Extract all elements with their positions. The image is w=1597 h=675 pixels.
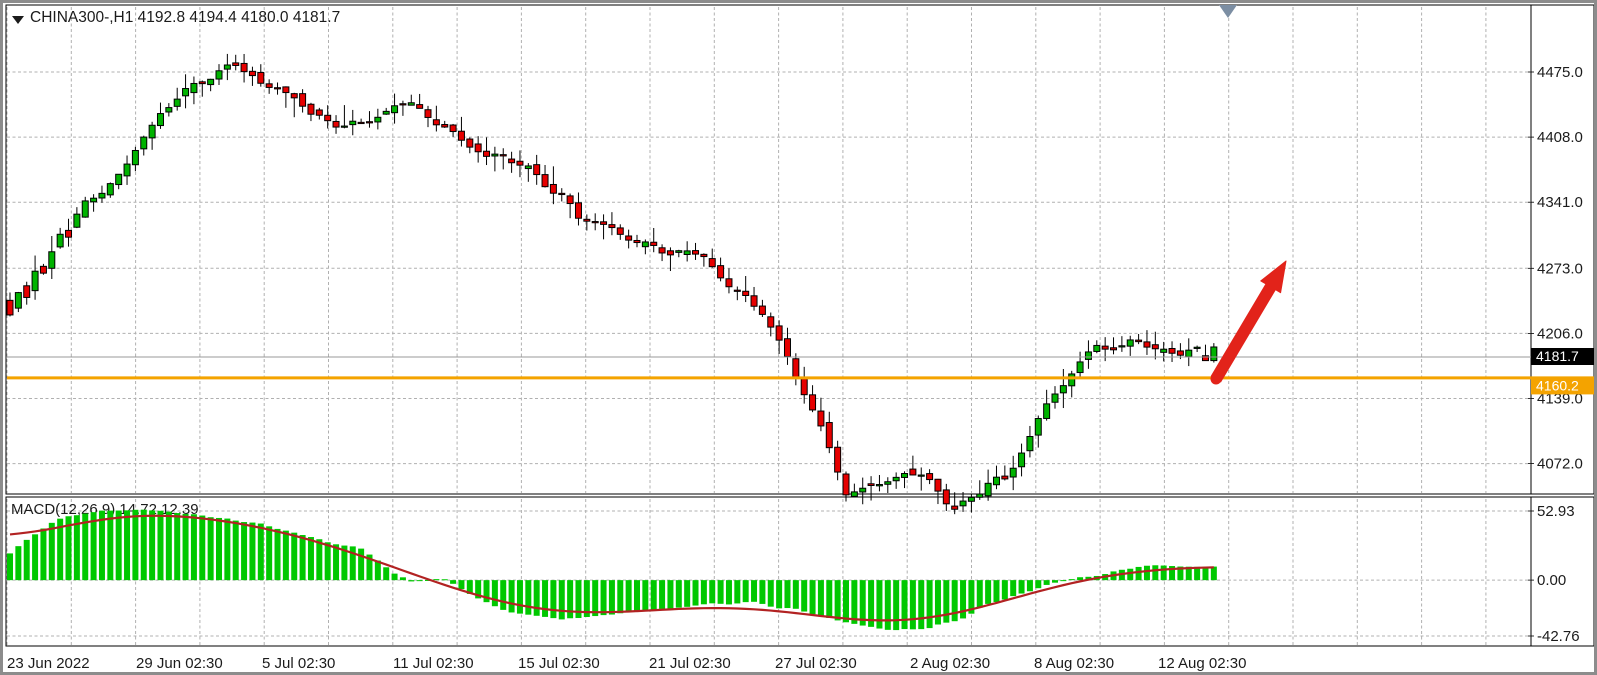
svg-text:8 Aug 02:30: 8 Aug 02:30 bbox=[1034, 655, 1114, 672]
svg-text:4181.7: 4181.7 bbox=[1536, 348, 1579, 364]
svg-text:2 Aug 02:30: 2 Aug 02:30 bbox=[910, 655, 990, 672]
svg-text:4341.0: 4341.0 bbox=[1537, 194, 1583, 211]
svg-text:5 Jul 02:30: 5 Jul 02:30 bbox=[262, 655, 335, 672]
svg-text:52.93: 52.93 bbox=[1537, 503, 1575, 520]
svg-text:4408.0: 4408.0 bbox=[1537, 129, 1583, 146]
svg-text:CHINA300-,H1 4192.8 4194.4 4: CHINA300-,H1 4192.8 4194.4 4180.0 4181.7 bbox=[30, 9, 340, 26]
svg-text:15 Jul 02:30: 15 Jul 02:30 bbox=[518, 655, 600, 672]
svg-text:4206.0: 4206.0 bbox=[1537, 325, 1583, 342]
svg-text:23 Jun 2022: 23 Jun 2022 bbox=[7, 655, 90, 672]
svg-text:27 Jul 02:30: 27 Jul 02:30 bbox=[775, 655, 857, 672]
svg-text:4475.0: 4475.0 bbox=[1537, 64, 1583, 81]
svg-text:4160.2: 4160.2 bbox=[1536, 377, 1579, 393]
svg-text:-42.76: -42.76 bbox=[1537, 628, 1580, 645]
svg-text:4072.0: 4072.0 bbox=[1537, 456, 1583, 473]
svg-text:21 Jul 02:30: 21 Jul 02:30 bbox=[649, 655, 731, 672]
svg-text:4273.0: 4273.0 bbox=[1537, 260, 1583, 277]
svg-text:0.00: 0.00 bbox=[1537, 572, 1566, 589]
svg-text:12 Aug 02:30: 12 Aug 02:30 bbox=[1158, 655, 1246, 672]
svg-text:29 Jun 02:30: 29 Jun 02:30 bbox=[136, 655, 223, 672]
svg-text:11 Jul 02:30: 11 Jul 02:30 bbox=[393, 655, 474, 672]
